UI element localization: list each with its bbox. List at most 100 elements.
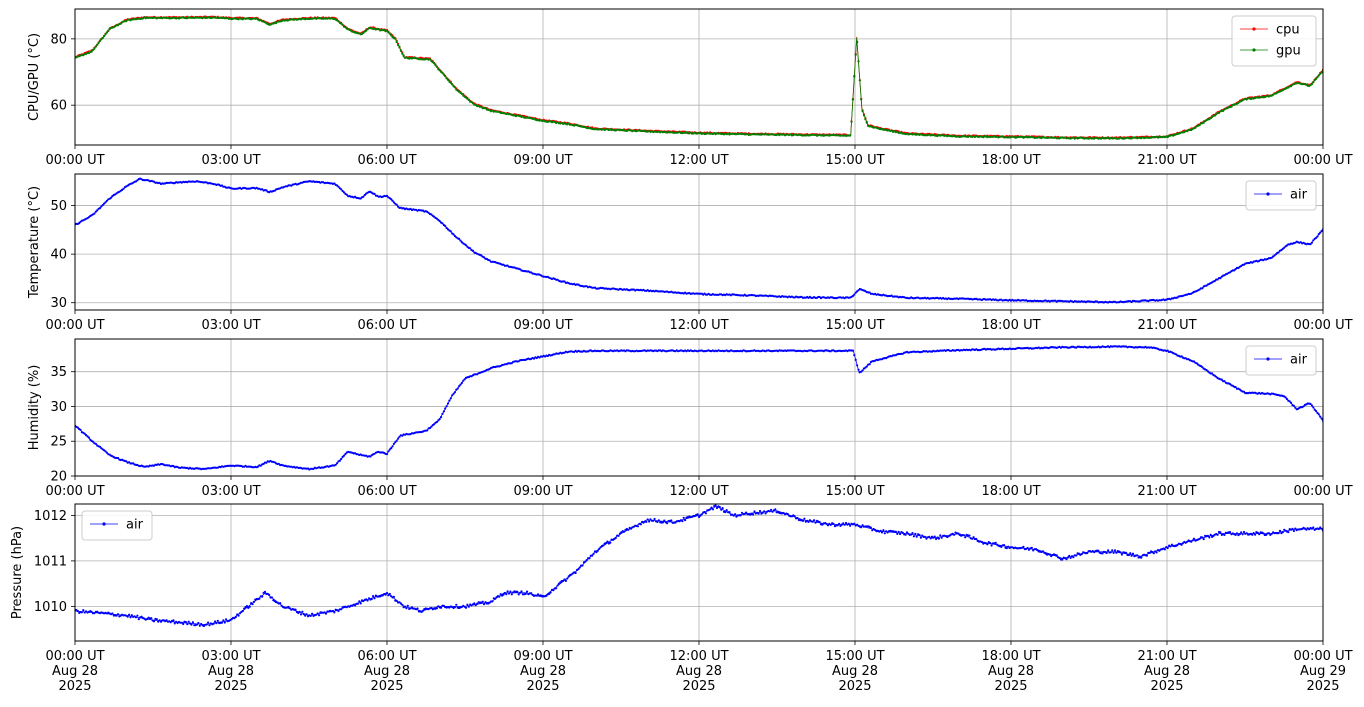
data-point	[709, 508, 712, 511]
data-point	[384, 593, 387, 596]
data-point	[474, 604, 477, 607]
data-point	[1005, 547, 1008, 550]
data-point	[666, 522, 669, 525]
data-point	[1319, 415, 1322, 418]
data-point	[261, 595, 264, 598]
data-point	[438, 69, 441, 72]
data-point	[796, 516, 799, 520]
data-point	[216, 619, 219, 623]
data-point	[563, 280, 566, 283]
data-point	[663, 519, 666, 522]
data-point	[989, 542, 992, 545]
data-point	[265, 461, 268, 464]
data-point	[918, 533, 921, 537]
data-point	[935, 537, 938, 541]
data-point	[1234, 533, 1237, 537]
data-point	[372, 595, 375, 598]
data-point	[537, 593, 540, 596]
data-point	[187, 620, 190, 623]
data-point	[464, 606, 468, 609]
data-point	[919, 536, 923, 539]
data-point	[251, 603, 254, 606]
data-point	[1075, 554, 1078, 557]
x-tick-label: 00:00 UT	[45, 318, 104, 333]
data-point	[426, 429, 429, 432]
data-point	[463, 378, 466, 381]
data-point	[354, 604, 357, 607]
data-point	[288, 607, 291, 610]
data-point	[169, 621, 172, 624]
data-point	[137, 618, 140, 621]
data-point	[1213, 114, 1216, 117]
data-point	[1229, 383, 1232, 386]
data-point	[233, 617, 236, 620]
grid	[74, 174, 1324, 310]
data-point	[1290, 401, 1293, 404]
data-point	[517, 593, 520, 596]
legend-marker	[1266, 192, 1270, 196]
data-point	[670, 519, 673, 522]
data-point	[850, 120, 853, 123]
data-point	[829, 523, 832, 527]
x-tick-label: 15:00 UT	[825, 318, 884, 333]
data-point	[494, 597, 497, 600]
data-point	[435, 607, 438, 610]
data-point	[1309, 243, 1312, 246]
data-point	[473, 602, 476, 605]
data-point	[1130, 554, 1133, 557]
data-point	[86, 435, 89, 438]
data-point	[972, 536, 975, 539]
data-point	[1208, 536, 1211, 539]
data-point	[1041, 550, 1044, 553]
data-point	[305, 613, 308, 616]
data-point	[526, 590, 529, 593]
data-point	[1145, 554, 1148, 557]
data-point	[1206, 534, 1209, 538]
data-point	[195, 623, 199, 626]
data-point	[839, 524, 842, 528]
data-point	[700, 513, 703, 516]
data-point	[1294, 406, 1297, 409]
x-tick-label: 03:00 UT	[201, 153, 260, 168]
data-point	[793, 515, 796, 518]
series-markers-air	[75, 345, 1323, 471]
data-point	[395, 40, 398, 44]
data-point	[445, 77, 448, 80]
data-point	[516, 590, 519, 593]
data-point	[128, 461, 131, 464]
data-point	[318, 614, 321, 617]
data-point	[1072, 556, 1075, 559]
data-point	[430, 606, 433, 610]
data-point	[298, 610, 301, 614]
data-point	[803, 517, 806, 520]
data-point	[962, 534, 966, 537]
data-point	[476, 602, 479, 606]
x-tick-label: 00:00 UT	[45, 484, 104, 499]
data-point	[212, 622, 215, 625]
data-point	[344, 452, 347, 456]
data-point	[1310, 241, 1313, 244]
data-point	[857, 60, 860, 63]
data-point	[395, 203, 398, 206]
data-point	[455, 603, 458, 606]
data-point	[390, 198, 393, 201]
data-point	[519, 591, 522, 594]
x-tick-label: 09:00 UT	[513, 318, 572, 333]
data-point	[1069, 556, 1072, 560]
data-point	[617, 534, 620, 537]
data-point	[1077, 552, 1080, 555]
data-point	[385, 29, 389, 32]
y-tick-label: 20	[50, 470, 67, 485]
data-point	[975, 537, 978, 541]
data-point	[928, 535, 931, 538]
legend-marker	[1252, 27, 1256, 31]
data-point	[467, 98, 470, 101]
data-point	[880, 531, 884, 534]
data-point	[129, 616, 132, 619]
x-tick-label: 18:00 UT Aug 28 2025	[981, 649, 1040, 694]
data-point	[1201, 366, 1204, 369]
data-point	[223, 621, 226, 624]
data-point	[186, 623, 189, 626]
series-group	[75, 504, 1323, 628]
